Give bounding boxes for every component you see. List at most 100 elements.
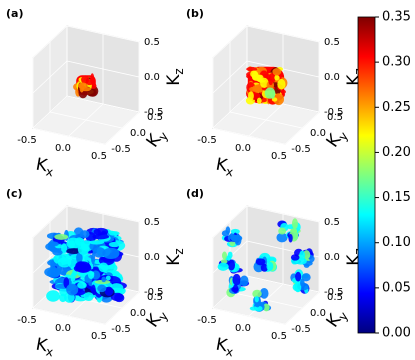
grid-line bbox=[66, 95, 140, 113]
x-tick-label: 0.0 bbox=[55, 143, 71, 154]
surface bbox=[66, 283, 79, 296]
x-axis-label: Kx bbox=[34, 155, 56, 179]
surface bbox=[101, 276, 107, 283]
x-axis-label: Kx bbox=[214, 155, 236, 179]
surface bbox=[73, 265, 83, 272]
grid-line bbox=[246, 25, 320, 43]
y-axis-label: Ky bbox=[323, 125, 351, 152]
z-tick-label: 0.0 bbox=[324, 252, 340, 263]
surface bbox=[230, 234, 239, 242]
colorbar-tick-label: 0.35 bbox=[382, 10, 411, 25]
surface bbox=[278, 227, 287, 235]
z-axis-label: Kz bbox=[164, 68, 186, 85]
surface bbox=[276, 232, 288, 243]
surface bbox=[301, 273, 311, 282]
surface bbox=[91, 253, 96, 265]
x-tick-label: 0.5 bbox=[271, 331, 287, 342]
surface bbox=[108, 231, 120, 236]
z-axis-label-sub: z bbox=[172, 248, 186, 254]
surface bbox=[83, 292, 94, 302]
x-tick-label: 0.0 bbox=[55, 323, 71, 334]
surface bbox=[288, 233, 293, 243]
surface bbox=[227, 251, 233, 259]
x-axis-label: Kx bbox=[214, 335, 236, 359]
grid-line bbox=[49, 111, 123, 129]
surface bbox=[291, 218, 298, 230]
surface bbox=[87, 271, 95, 279]
colorbar-tick-label: 0.20 bbox=[382, 145, 411, 160]
panel-label: (c) bbox=[6, 187, 23, 200]
surface bbox=[76, 252, 83, 264]
surface bbox=[110, 292, 124, 302]
x-tick-label: -0.5 bbox=[197, 135, 217, 146]
surface bbox=[263, 303, 270, 312]
x-tick-label: -0.5 bbox=[17, 315, 37, 326]
surface bbox=[221, 251, 228, 260]
z-axis-label-base: K bbox=[164, 74, 184, 86]
surface bbox=[290, 228, 298, 233]
grid-line bbox=[212, 307, 286, 325]
surface bbox=[252, 289, 262, 298]
grid-line bbox=[32, 307, 106, 325]
z-tick-label: 0.5 bbox=[324, 37, 340, 48]
grid-line bbox=[32, 60, 68, 94]
surface bbox=[90, 76, 96, 85]
grid-line bbox=[229, 111, 303, 129]
z-tick-label: 0.5 bbox=[324, 217, 340, 228]
z-tick-label: -0.5 bbox=[324, 287, 344, 298]
grid-line bbox=[66, 25, 140, 43]
surface bbox=[63, 277, 70, 289]
z-tick-label: 0.0 bbox=[144, 252, 160, 263]
colorbar-tick-label: 0.05 bbox=[382, 280, 411, 295]
grid-line bbox=[32, 205, 68, 239]
surface bbox=[88, 240, 105, 245]
x-axis-label-base: K bbox=[214, 155, 229, 177]
surface bbox=[266, 261, 274, 272]
x-tick-label: -0.5 bbox=[197, 315, 217, 326]
surface bbox=[79, 82, 85, 93]
surface bbox=[104, 286, 114, 296]
surface bbox=[105, 275, 111, 281]
y-tick-label: 0.5 bbox=[147, 112, 163, 123]
surface bbox=[227, 259, 236, 271]
y-tick-label: 0.0 bbox=[310, 128, 326, 139]
colorbar-tick-label: 0.25 bbox=[382, 100, 411, 115]
surface bbox=[232, 284, 239, 294]
x-tick-label: 0.5 bbox=[271, 151, 287, 162]
grid-line bbox=[66, 60, 140, 78]
surface bbox=[239, 275, 249, 287]
grid-line bbox=[212, 60, 248, 94]
panel-label: (d) bbox=[186, 187, 204, 200]
y-tick-label: -0.5 bbox=[111, 324, 131, 335]
y-axis-label: Ky bbox=[143, 125, 171, 152]
x-tick-label: 0.5 bbox=[91, 331, 107, 342]
colorbar-tick-label: 0.10 bbox=[382, 235, 411, 250]
surface bbox=[274, 74, 280, 81]
y-tick-label: -0.5 bbox=[111, 144, 131, 155]
surface bbox=[81, 75, 90, 84]
y-tick-label: -0.5 bbox=[291, 324, 311, 335]
surface bbox=[300, 278, 305, 288]
surface bbox=[220, 259, 228, 264]
surface bbox=[246, 66, 258, 72]
surface bbox=[77, 281, 87, 289]
x-axis-label: Kx bbox=[34, 335, 56, 359]
surface bbox=[268, 78, 273, 86]
surface bbox=[247, 91, 254, 101]
surface bbox=[253, 87, 261, 92]
x-tick-label: -0.5 bbox=[17, 135, 37, 146]
y-tick-label: 0.0 bbox=[130, 308, 146, 319]
x-axis-label-sub: x bbox=[225, 344, 234, 359]
grid-line bbox=[246, 205, 320, 223]
grid-line bbox=[212, 25, 248, 59]
surface bbox=[256, 97, 262, 105]
y-tick-label: 0.5 bbox=[327, 292, 343, 303]
surface bbox=[270, 89, 276, 99]
surface bbox=[273, 93, 285, 106]
y-tick-label: -0.5 bbox=[291, 144, 311, 155]
z-axis-label: Kz bbox=[164, 248, 186, 265]
surface bbox=[97, 284, 107, 293]
